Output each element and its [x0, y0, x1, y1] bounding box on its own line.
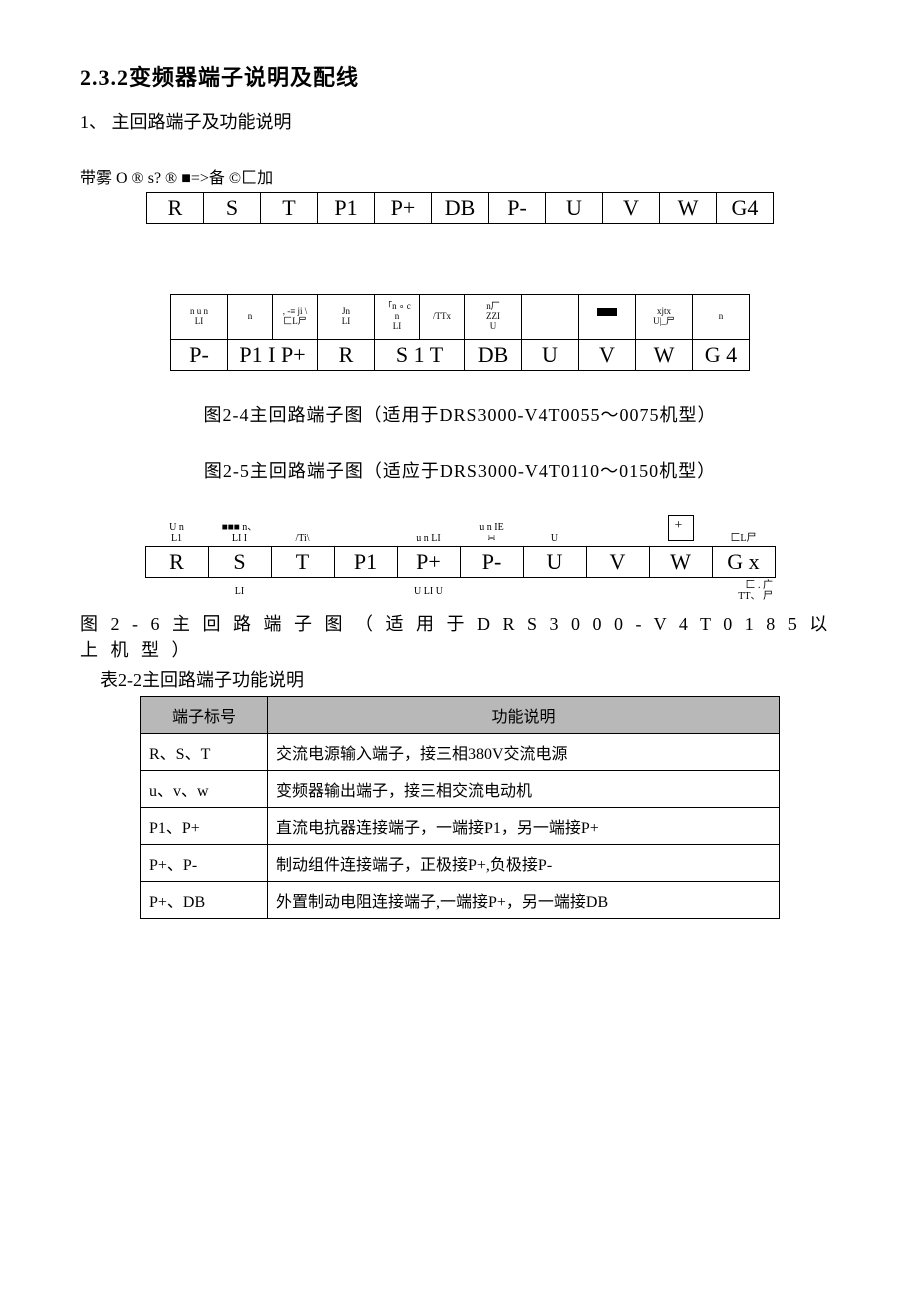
terminal-label: , -≡ ji \匚L尸: [273, 295, 318, 340]
table-row: P1、P+ 直流电抗器连接端子，一端接P1，另一端接P+: [141, 808, 780, 845]
terminal-cell: G 4: [693, 340, 750, 371]
terminal-label: u n LI: [397, 513, 460, 547]
subheading: 1、 主回路端子及功能说明: [80, 108, 840, 134]
terminal-cell: S: [208, 547, 271, 578]
terminal-cell: W: [660, 193, 717, 224]
terminal-underlabel: 匚 . 广TT、 尸: [649, 578, 775, 605]
terminal-cell: R: [145, 547, 208, 578]
terminal-label: U nL1: [145, 513, 208, 547]
terminal-label: n厂ZZIU: [465, 295, 522, 340]
terminal-cell: P+: [375, 193, 432, 224]
terminal-cell: P1: [334, 547, 397, 578]
figure-caption-1: 图2-4主回路端子图（适用于DRS3000-V4T0055～0075机型）: [80, 401, 840, 427]
terminal-cell: U: [523, 547, 586, 578]
table-row: u、v、w 变频器输出端子，接三相交流电动机: [141, 771, 780, 808]
terminal-cell: T: [271, 547, 334, 578]
terminal-label: [579, 295, 636, 340]
table-row: P+、P- 制动组件连接端子，正极接P+,负极接P-: [141, 845, 780, 882]
table-cell: 变频器输出端子，接三相交流电动机: [268, 771, 780, 808]
table-cell: u、v、w: [141, 771, 268, 808]
terminal-cell: V: [586, 547, 649, 578]
table-row: R、S、T 交流电源输入端子，接三相380V交流电源: [141, 734, 780, 771]
terminal-label: [522, 295, 579, 340]
function-table: 端子标号 功能说明 R、S、T 交流电源输入端子，接三相380V交流电源 u、v…: [140, 696, 780, 919]
terminal-cell: P-: [171, 340, 228, 371]
table-row: P+、DB 外置制动电阻连接端子,一端接P+，另一端接DB: [141, 882, 780, 919]
terminal-label: n: [693, 295, 750, 340]
terminal-label: [649, 513, 712, 547]
terminal-strip-1: R S T P1 P+ DB P- U V W G4: [146, 192, 774, 224]
terminal-cell: U: [522, 340, 579, 371]
terminal-label: 「n ∘ cnLI: [375, 295, 420, 340]
terminal-cell: U: [546, 193, 603, 224]
figure-caption-3: 图 2 - 6 主 回 路 端 子 图 （ 适 用 于 D R S 3 0 0 …: [80, 610, 840, 662]
terminal-label: /TTx: [420, 295, 465, 340]
table-header: 端子标号: [141, 697, 268, 734]
terminal-cell: DB: [465, 340, 522, 371]
table-cell: 制动组件连接端子，正极接P+,负极接P-: [268, 845, 780, 882]
terminal-cell: P-: [460, 547, 523, 578]
terminal-label: U: [523, 513, 586, 547]
terminal-label: 匚L尸: [712, 513, 775, 547]
terminal-cell: S: [204, 193, 261, 224]
terminal-label: n u nLI: [171, 295, 228, 340]
table-cell: P+、P-: [141, 845, 268, 882]
terminal-label: u n IE∺: [460, 513, 523, 547]
terminal-label: ■■■ n、LI I: [208, 513, 271, 547]
terminal-cell: G x: [712, 547, 775, 578]
terminal-cell: P1 I P+: [228, 340, 318, 371]
terminal-underlabel: LI: [208, 578, 271, 605]
table-header: 功能说明: [268, 697, 780, 734]
terminal-cell: W: [649, 547, 712, 578]
table-cell: 直流电抗器连接端子，一端接P1，另一端接P+: [268, 808, 780, 845]
terminal-label: JnLI: [318, 295, 375, 340]
terminal-cell: V: [579, 340, 636, 371]
terminal-cell: P+: [397, 547, 460, 578]
terminal-cell: G4: [717, 193, 774, 224]
terminal-strip-2: n u nLI n , -≡ ji \匚L尸 JnLI 「n ∘ cnLI /T…: [170, 294, 750, 371]
terminal-cell: V: [603, 193, 660, 224]
section-heading: 2.3.2变频器端子说明及配线: [80, 60, 840, 92]
terminal-label: n: [228, 295, 273, 340]
terminal-label: /Ti\: [271, 513, 334, 547]
table-cell: R、S、T: [141, 734, 268, 771]
table-cell: P1、P+: [141, 808, 268, 845]
table-caption: 表2-2主回路端子功能说明: [100, 666, 840, 692]
terminal-cell: R: [318, 340, 375, 371]
terminal-label: [586, 513, 649, 547]
terminal-cell: R: [147, 193, 204, 224]
terminal-cell: P-: [489, 193, 546, 224]
terminal-cell: DB: [432, 193, 489, 224]
terminal-underlabel: U LI U: [397, 578, 460, 605]
table-cell: P+、DB: [141, 882, 268, 919]
table-cell: 外置制动电阻连接端子,一端接P+，另一端接DB: [268, 882, 780, 919]
terminal-cell: T: [261, 193, 318, 224]
terminal-label: xjtxU|_尸: [636, 295, 693, 340]
ground-icon: [597, 308, 617, 324]
note-line: 带雾 O ® s? ® ■=>备 ©匚加: [80, 164, 840, 188]
terminal-cell: W: [636, 340, 693, 371]
terminal-cell: P1: [318, 193, 375, 224]
terminal-label: [334, 513, 397, 547]
terminal-strip-3: U nL1 ■■■ n、LI I /Ti\ u n LI u n IE∺ U 匚…: [145, 513, 776, 604]
figure-caption-2: 图2-5主回路端子图（适应于DRS3000-V4T0110～0150机型）: [80, 457, 840, 483]
table-cell: 交流电源输入端子，接三相380V交流电源: [268, 734, 780, 771]
terminal-cell: S 1 T: [375, 340, 465, 371]
screw-icon: [668, 515, 694, 541]
